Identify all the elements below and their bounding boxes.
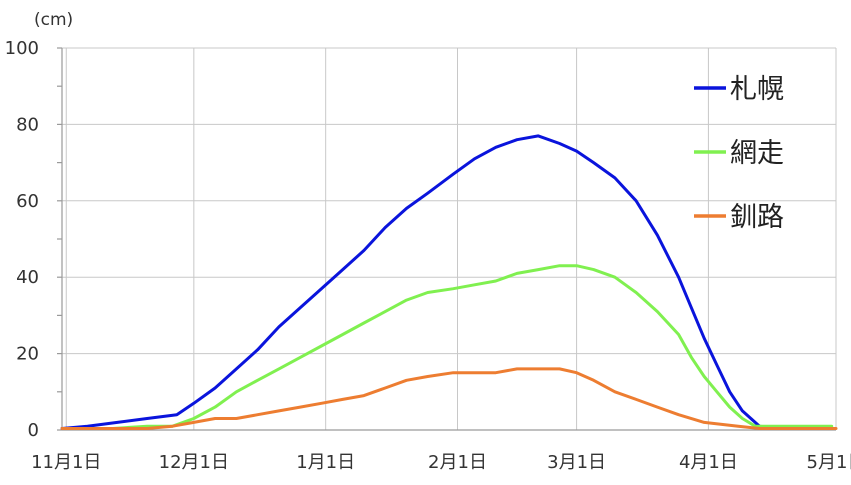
y-tick-label: 80 [16,114,39,135]
series-line-1 [111,264,834,430]
x-tick-label: 1月1日 [296,452,355,473]
series-lines [60,134,838,430]
y-tick-label: 60 [16,191,39,212]
x-tick-label: 11月1日 [31,452,101,473]
x-tick-label: 3月1日 [547,452,606,473]
y-tick-label: 100 [5,38,39,59]
series-line-2 [60,367,838,430]
y-axis-ticks: 0 20 40 60 80 100 [5,38,39,441]
legend-label: 札幌 [730,74,784,105]
x-tick-label: 5月1日 [807,452,851,473]
x-tick-label: 4月1日 [679,452,738,473]
legend-label: 釧路 [730,202,784,233]
x-tick-label: 12月1日 [159,452,229,473]
y-axis-unit-label: (cm) [34,10,73,30]
y-tick-label: 0 [28,420,39,441]
series-line-0 [60,134,783,430]
axes [57,47,836,431]
grid [62,47,837,430]
y-tick-label: 40 [16,267,39,288]
x-tick-label: 2月1日 [428,452,487,473]
y-tick-label: 20 [16,344,39,365]
legend-label: 網走 [730,138,784,169]
x-axis-ticks: 11月1日 12月1日 1月1日 2月1日 3月1日 4月1日 5月1日 [31,452,851,473]
